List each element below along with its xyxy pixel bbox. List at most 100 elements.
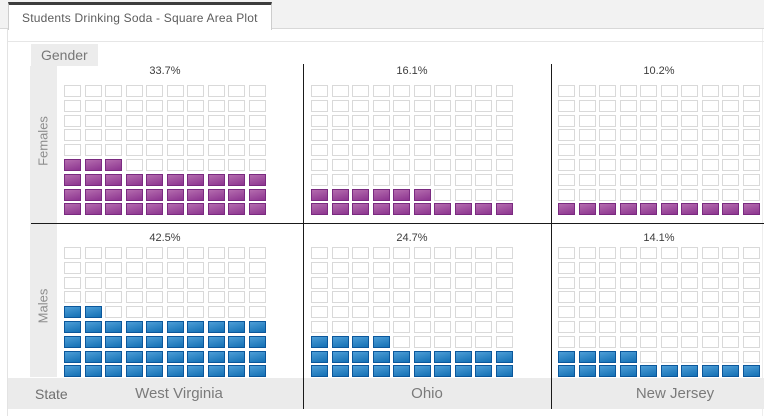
waffle-square-filled[interactable] [352,350,369,363]
waffle-square-filled[interactable] [187,203,204,216]
waffle-square-filled[interactable] [125,365,143,378]
waffle-square-filled[interactable] [393,365,410,378]
waffle-square-filled[interactable] [352,335,369,348]
waffle-square-filled[interactable] [166,365,184,378]
waffle-square-filled[interactable] [352,203,369,216]
waffle-square-filled[interactable] [742,203,760,216]
waffle-square-filled[interactable] [64,335,81,348]
waffle-square-filled[interactable] [105,335,122,348]
waffle-square-filled[interactable] [84,306,102,319]
waffle-square-filled[interactable] [125,203,143,216]
waffle-square-filled[interactable] [248,173,266,186]
waffle-square-filled[interactable] [393,188,410,201]
waffle-square-filled[interactable] [742,365,760,378]
waffle-square-filled[interactable] [311,335,328,348]
waffle-square-filled[interactable] [146,188,163,201]
waffle-square-filled[interactable] [701,365,719,378]
waffle-square-filled[interactable] [311,350,328,363]
waffle-square-filled[interactable] [372,203,390,216]
waffle-square-filled[interactable] [84,320,102,333]
waffle-square-filled[interactable] [331,350,349,363]
waffle-square-filled[interactable] [166,188,184,201]
waffle-square-filled[interactable] [146,350,163,363]
waffle-square-filled[interactable] [248,203,266,216]
waffle-square-filled[interactable] [640,365,657,378]
waffle-square-filled[interactable] [207,203,225,216]
waffle-square-filled[interactable] [228,365,245,378]
waffle-square-filled[interactable] [228,320,245,333]
waffle-square-filled[interactable] [187,350,204,363]
waffle-square-filled[interactable] [434,365,451,378]
waffle-square-filled[interactable] [660,203,678,216]
waffle-square-filled[interactable] [84,350,102,363]
waffle-square-filled[interactable] [372,335,390,348]
waffle-square-filled[interactable] [660,365,678,378]
waffle-square-filled[interactable] [187,335,204,348]
waffle-square-filled[interactable] [105,320,122,333]
waffle-square-filled[interactable] [166,320,184,333]
waffle-square-filled[interactable] [248,188,266,201]
waffle-square-filled[interactable] [207,173,225,186]
waffle-square-filled[interactable] [434,203,451,216]
waffle-square-filled[interactable] [352,188,369,201]
waffle-square-filled[interactable] [475,365,492,378]
waffle-square-filled[interactable] [681,203,698,216]
waffle-square-filled[interactable] [105,365,122,378]
waffle-square-filled[interactable] [495,350,513,363]
waffle-square-filled[interactable] [64,320,81,333]
waffle-square-filled[interactable] [105,188,122,201]
waffle-square-filled[interactable] [166,335,184,348]
waffle-square-filled[interactable] [125,188,143,201]
waffle-square-filled[interactable] [599,350,616,363]
waffle-square-filled[interactable] [311,203,328,216]
waffle-square-filled[interactable] [146,365,163,378]
waffle-square-filled[interactable] [311,188,328,201]
waffle-square-filled[interactable] [722,203,739,216]
waffle-square-filled[interactable] [84,335,102,348]
waffle-square-filled[interactable] [640,203,657,216]
waffle-square-filled[interactable] [84,173,102,186]
waffle-square-filled[interactable] [64,188,81,201]
waffle-square-filled[interactable] [454,365,472,378]
waffle-square-filled[interactable] [331,188,349,201]
waffle-square-filled[interactable] [187,365,204,378]
waffle-square-filled[interactable] [166,350,184,363]
waffle-square-filled[interactable] [372,188,390,201]
waffle-square-filled[interactable] [475,203,492,216]
waffle-square-filled[interactable] [64,306,81,319]
waffle-square-filled[interactable] [454,350,472,363]
waffle-square-filled[interactable] [248,365,266,378]
waffle-square-filled[interactable] [125,173,143,186]
waffle-square-filled[interactable] [558,203,575,216]
waffle-square-filled[interactable] [495,365,513,378]
waffle-square-filled[interactable] [578,350,596,363]
waffle-square-filled[interactable] [331,203,349,216]
waffle-square-filled[interactable] [722,365,739,378]
waffle-square-filled[interactable] [228,173,245,186]
waffle-square-filled[interactable] [64,365,81,378]
waffle-square-filled[interactable] [125,350,143,363]
waffle-square-filled[interactable] [599,203,616,216]
waffle-square-filled[interactable] [413,365,431,378]
waffle-square-filled[interactable] [207,350,225,363]
waffle-square-filled[interactable] [187,320,204,333]
waffle-square-filled[interactable] [248,350,266,363]
waffle-square-filled[interactable] [331,365,349,378]
waffle-square-filled[interactable] [146,203,163,216]
waffle-square-filled[interactable] [413,203,431,216]
waffle-square-filled[interactable] [393,350,410,363]
waffle-square-filled[interactable] [372,350,390,363]
waffle-square-filled[interactable] [166,173,184,186]
waffle-square-filled[interactable] [105,173,122,186]
waffle-square-filled[interactable] [84,203,102,216]
waffle-square-filled[interactable] [331,335,349,348]
waffle-square-filled[interactable] [228,350,245,363]
waffle-square-filled[interactable] [248,335,266,348]
waffle-square-filled[interactable] [352,365,369,378]
waffle-square-filled[interactable] [578,203,596,216]
waffle-square-filled[interactable] [495,203,513,216]
waffle-square-filled[interactable] [187,188,204,201]
waffle-square-filled[interactable] [599,365,616,378]
waffle-square-filled[interactable] [454,203,472,216]
waffle-square-filled[interactable] [228,335,245,348]
